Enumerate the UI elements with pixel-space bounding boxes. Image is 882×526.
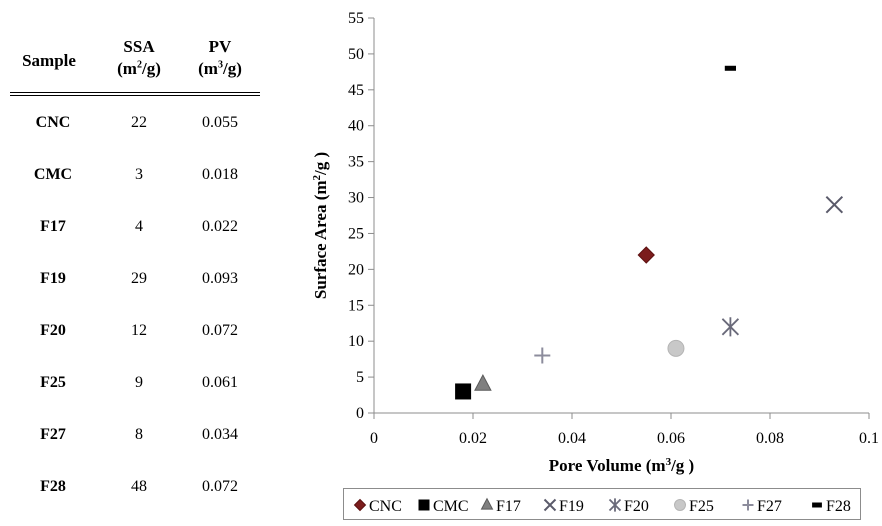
chart-marks: [455, 66, 842, 400]
legend-label-f19: F19: [559, 498, 584, 515]
data-point-f27: [534, 348, 550, 364]
y-tick-label: 55: [348, 10, 364, 27]
cell-sample: F28: [6, 478, 100, 496]
legend-marker-f25: [675, 500, 686, 511]
legend-label-f28: F28: [826, 498, 851, 515]
header-pv-unit: (m3/g): [198, 59, 242, 78]
header-ssa-unit: (m2/g): [117, 59, 161, 78]
cell-ssa: 12: [106, 322, 172, 340]
x-tick-label: 0.02: [459, 430, 487, 447]
y-tick-label: 15: [348, 297, 364, 314]
legend-entries: CNC CMC F17 F19 F20 F25 F27 F28: [344, 489, 862, 521]
data-point-f20: [722, 317, 738, 336]
legend-label-f27: F27: [757, 498, 782, 515]
legend-marker-cnc: [355, 500, 366, 511]
cell-pv: 0.022: [182, 218, 258, 236]
x-axis-label: Pore Volume (m3/g ): [549, 456, 694, 475]
header-sample: Sample: [6, 50, 92, 72]
cell-sample: F17: [6, 218, 100, 236]
y-tick-label: 30: [348, 190, 364, 207]
y-tick-label: 20: [348, 261, 364, 278]
y-tick-label: 10: [348, 333, 364, 350]
cell-ssa: 8: [106, 426, 172, 444]
y-tick-label: 50: [348, 46, 364, 63]
y-tick-label: 0: [356, 405, 364, 422]
y-tick-label: 40: [348, 118, 364, 135]
legend-label-f20: F20: [624, 498, 649, 515]
cell-ssa: 22: [106, 114, 172, 132]
legend-marker-cmc: [419, 500, 430, 511]
header-ssa-label: SSA: [123, 37, 154, 56]
data-point-f28: [725, 66, 736, 71]
legend-marker-f19: [545, 500, 556, 511]
cell-sample: F27: [6, 426, 100, 444]
cell-ssa: 9: [106, 374, 172, 392]
scatter-chart: 0 5 10 15 20 25 30 35 40 45 50 55 0 0.02 0.04 0.06 0.08 0…: [260, 0, 882, 485]
legend-marker-f28: [812, 503, 822, 508]
cell-sample: F19: [6, 270, 100, 288]
table-row: F20 12 0.072: [6, 322, 260, 346]
x-tick-label: 0.04: [558, 430, 586, 447]
y-tick-label: 35: [348, 154, 364, 171]
cell-pv: 0.018: [182, 166, 258, 184]
header-ssa: SSA (m2/g): [106, 36, 172, 80]
legend-label-cnc: CNC: [369, 498, 402, 515]
cell-sample: F25: [6, 374, 100, 392]
y-axis-label: Surface Area (m2/g ): [311, 152, 330, 299]
chart-axes: 0 5 10 15 20 25 30 35 40 45 50 55 0 0.02 0.04 0.06 0.08 0…: [348, 10, 879, 447]
legend-label-f25: F25: [689, 498, 714, 515]
legend-marker-f20: [610, 498, 621, 511]
cell-sample: F20: [6, 322, 100, 340]
sample-table: Sample SSA (m2/g) PV (m3/g) CNC 22 0.055 CM…: [6, 30, 260, 92]
table-row: F25 9 0.061: [6, 374, 260, 398]
cell-ssa: 48: [106, 478, 172, 496]
header-pv: PV (m3/g): [182, 36, 258, 80]
cell-sample: CNC: [6, 114, 100, 132]
header-rule-bottom: [10, 95, 260, 96]
data-point-f25: [668, 340, 684, 356]
y-tick-label: 45: [348, 82, 364, 99]
cell-pv: 0.072: [182, 322, 258, 340]
chart-legend: CNC CMC F17 F19 F20 F25 F27 F28: [343, 488, 861, 520]
table-header: Sample SSA (m2/g) PV (m3/g): [6, 30, 260, 92]
table-row: F17 4 0.022: [6, 218, 260, 242]
data-point-cmc: [455, 383, 471, 399]
x-tick-label: 0: [370, 430, 378, 447]
y-tick-label: 5: [356, 369, 364, 386]
x-tick-label: 0.08: [756, 430, 784, 447]
cell-pv: 0.034: [182, 426, 258, 444]
x-tick-label: 0.06: [657, 430, 685, 447]
legend-label-cmc: CMC: [433, 498, 469, 515]
cell-sample: CMC: [6, 166, 100, 184]
cell-pv: 0.093: [182, 270, 258, 288]
header-pv-label: PV: [209, 37, 232, 56]
cell-pv: 0.072: [182, 478, 258, 496]
table-row: F28 48 0.072: [6, 478, 260, 502]
table-row: CNC 22 0.055: [6, 114, 260, 138]
legend-marker-f17: [482, 499, 493, 509]
table-row: F27 8 0.034: [6, 426, 260, 450]
table-row: CMC 3 0.018: [6, 166, 260, 190]
cell-pv: 0.061: [182, 374, 258, 392]
cell-ssa: 29: [106, 270, 172, 288]
cell-pv: 0.055: [182, 114, 258, 132]
cell-ssa: 3: [106, 166, 172, 184]
table-row: F19 29 0.093: [6, 270, 260, 294]
y-tick-label: 25: [348, 225, 364, 242]
header-rule-top: [10, 92, 260, 93]
legend-marker-f27: [743, 500, 754, 511]
cell-ssa: 4: [106, 218, 172, 236]
data-point-f19: [826, 197, 842, 213]
data-point-f17: [475, 375, 491, 390]
x-tick-label: 0.1: [859, 430, 879, 447]
data-point-cnc: [638, 247, 654, 263]
legend-label-f17: F17: [496, 498, 521, 515]
